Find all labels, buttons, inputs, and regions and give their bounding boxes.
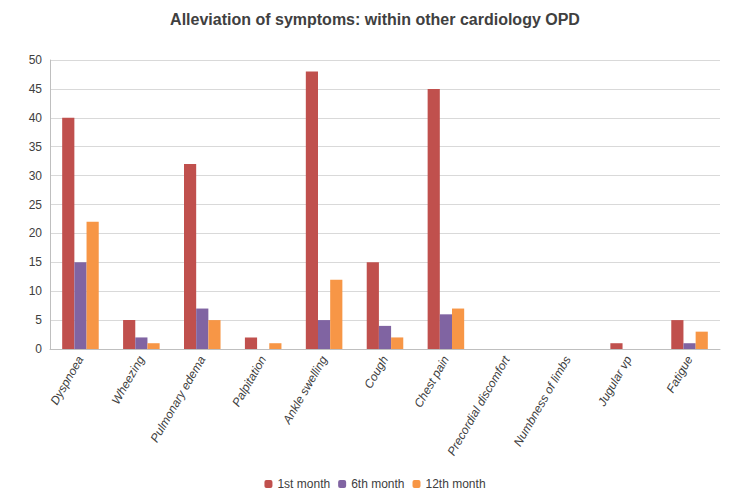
svg-text:Alleviation of symptoms: withi: Alleviation of symptoms: within other ca… [170, 11, 580, 28]
svg-text:6th month: 6th month [351, 477, 404, 491]
svg-text:10: 10 [29, 284, 43, 298]
svg-text:1st month: 1st month [277, 477, 330, 491]
svg-text:Dyspnoea: Dyspnoea [47, 353, 86, 407]
svg-text:Cough: Cough [361, 353, 391, 391]
svg-text:5: 5 [35, 313, 42, 327]
svg-text:40: 40 [29, 111, 43, 125]
svg-text:Numbness of limbs: Numbness of limbs [511, 353, 574, 448]
svg-text:Ankle swelling: Ankle swelling [280, 353, 331, 427]
svg-text:0: 0 [35, 342, 42, 356]
svg-text:Wheezing: Wheezing [109, 353, 148, 406]
svg-text:Fatigue: Fatigue [663, 353, 695, 395]
svg-text:Chest pain: Chest pain [411, 353, 452, 410]
svg-text:35: 35 [29, 140, 43, 154]
svg-text:Palpitation: Palpitation [229, 353, 269, 409]
svg-text:25: 25 [29, 198, 43, 212]
svg-text:20: 20 [29, 226, 43, 240]
svg-text:Jugular vp: Jugular vp [594, 353, 634, 409]
svg-text:Precordial discomfort: Precordial discomfort [444, 353, 513, 458]
svg-text:12th month: 12th month [426, 477, 486, 491]
svg-text:Pulmonary edema: Pulmonary edema [148, 353, 209, 445]
svg-text:45: 45 [29, 82, 43, 96]
svg-text:15: 15 [29, 255, 43, 269]
svg-text:50: 50 [29, 53, 43, 67]
svg-text:30: 30 [29, 169, 43, 183]
